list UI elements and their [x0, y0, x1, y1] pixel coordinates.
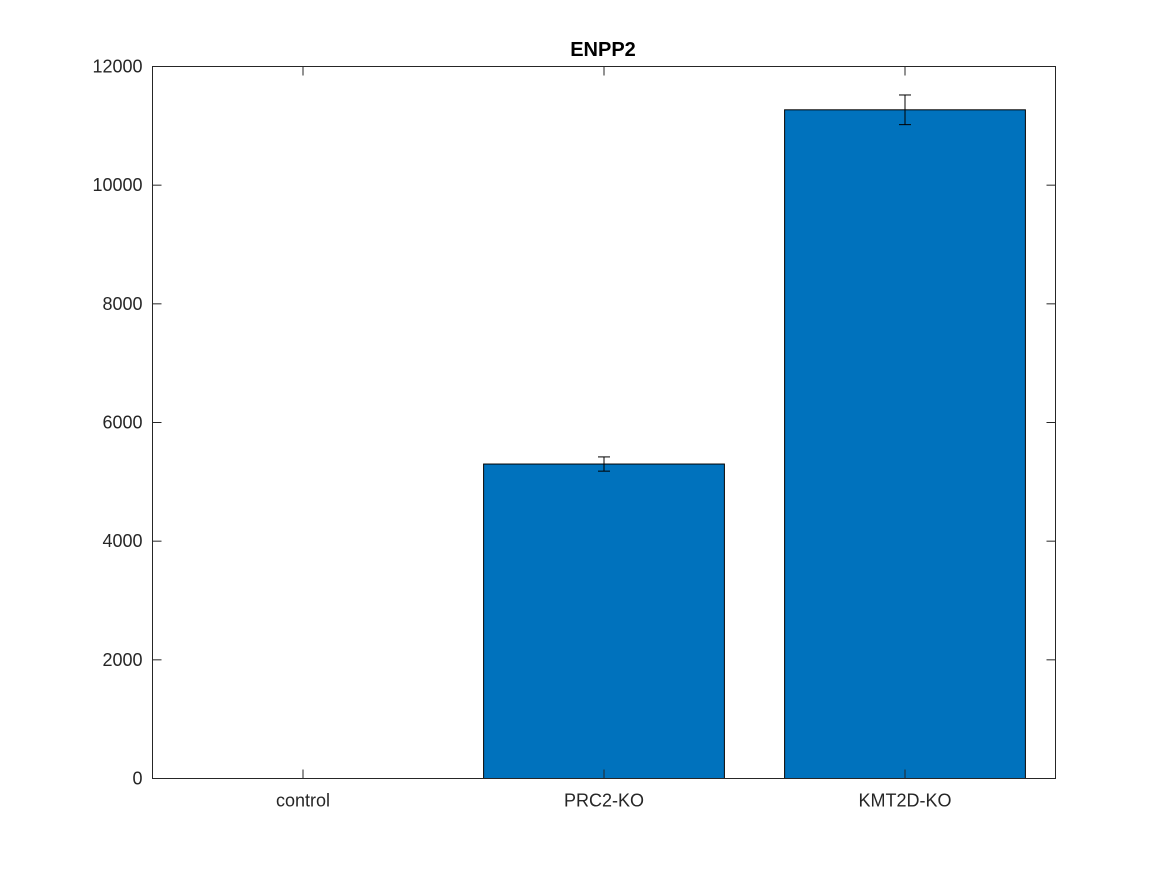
x-axis: control PRC2-KO KMT2D-KO — [276, 66, 952, 811]
y-tick-label: 10000 — [92, 175, 142, 195]
y-tick-label: 0 — [132, 769, 142, 789]
y-tick-label: 4000 — [102, 531, 142, 551]
y-tick-label: 8000 — [102, 294, 142, 314]
x-tick-label: PRC2-KO — [564, 791, 644, 811]
bars-group — [483, 109, 1026, 779]
y-tick-label: 6000 — [102, 413, 142, 433]
y-tick-label: 12000 — [92, 57, 142, 77]
x-tick-label: control — [276, 791, 330, 811]
y-tick-label: 2000 — [102, 650, 142, 670]
plot-area-frame — [152, 66, 1056, 779]
bar-prc2-ko — [483, 463, 725, 779]
error-bars-group — [598, 94, 911, 472]
y-axis: 0 2000 4000 6000 8000 10000 12000 — [92, 57, 1056, 789]
chart-title: ENPP2 — [570, 39, 636, 61]
x-tick-label: KMT2D-KO — [858, 791, 951, 811]
bar-kmt2d-ko — [784, 109, 1026, 779]
